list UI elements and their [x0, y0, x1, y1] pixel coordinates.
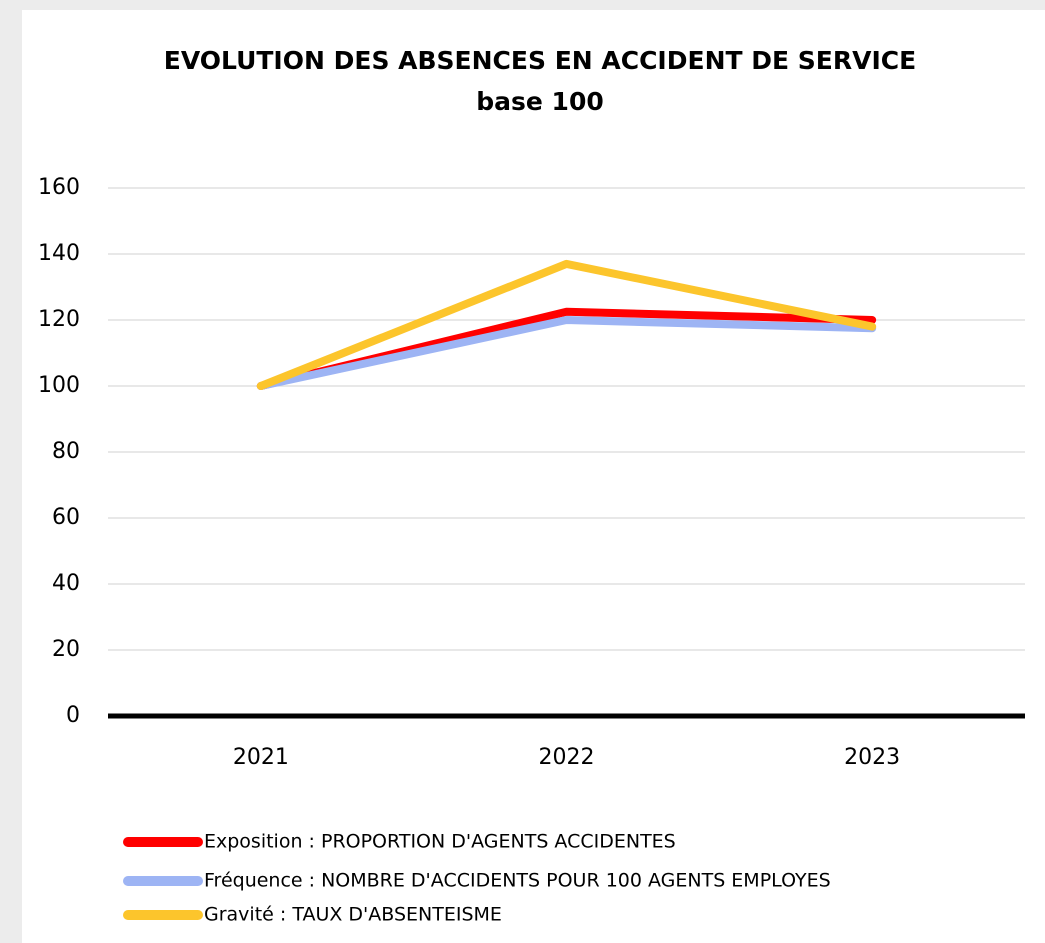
y-tick-label: 80 — [52, 439, 80, 464]
y-tick-label: 120 — [38, 307, 80, 332]
y-tick-label: 160 — [38, 175, 80, 200]
legend-label: Gravité : TAUX D'ABSENTEISME — [204, 904, 502, 926]
chart-subtitle: base 100 — [476, 87, 604, 116]
y-tick-label: 40 — [52, 571, 80, 596]
x-tick-label: 2022 — [539, 745, 595, 770]
series-line — [256, 259, 877, 390]
chart-title: EVOLUTION DES ABSENCES EN ACCIDENT DE SE… — [164, 46, 916, 75]
x-tick-label: 2021 — [233, 745, 289, 770]
y-tick-label: 140 — [38, 241, 80, 266]
y-tick-label: 60 — [52, 505, 80, 530]
x-tick-label: 2023 — [844, 745, 900, 770]
y-tick-label: 20 — [52, 637, 80, 662]
y-tick-label: 0 — [66, 703, 80, 728]
legend-label: Exposition : PROPORTION D'AGENTS ACCIDEN… — [204, 831, 676, 853]
chart-panel — [22, 10, 1045, 943]
y-tick-label: 100 — [38, 373, 80, 398]
series-line — [256, 316, 877, 390]
legend-label: Fréquence : NOMBRE D'ACCIDENTS POUR 100 … — [204, 870, 831, 892]
